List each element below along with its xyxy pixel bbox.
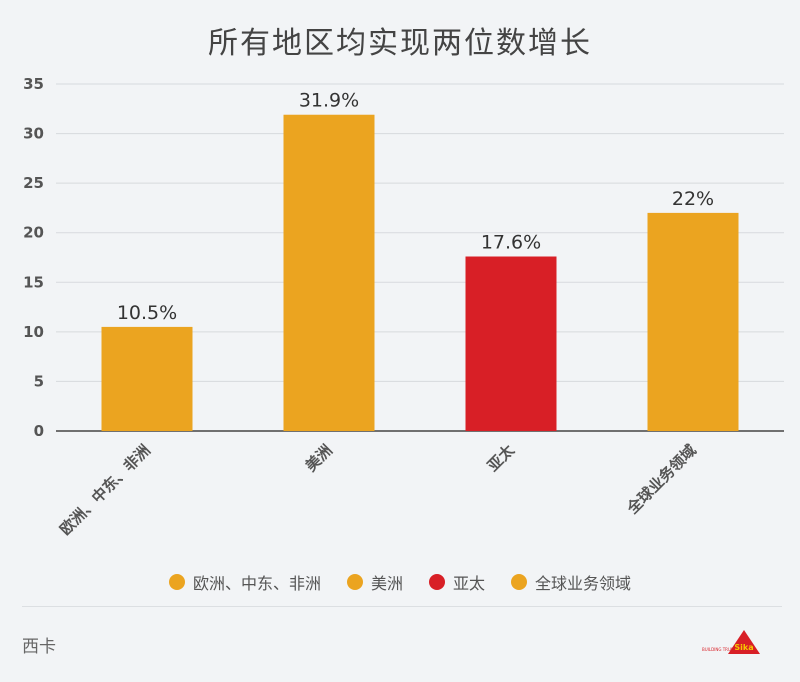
bar [101, 326, 193, 431]
data-label: 31.9% [299, 90, 359, 112]
y-tick-label: 20 [23, 224, 44, 242]
data-label: 10.5% [117, 302, 177, 324]
legend-item: 美洲 [346, 570, 403, 594]
legend-swatch [511, 574, 528, 590]
sika-logo: Sika BUILDING TRUST [702, 630, 760, 654]
footer-divider [22, 606, 782, 607]
legend-item: 全球业务领域 [511, 570, 631, 594]
svg-text:Sika: Sika [734, 643, 753, 652]
x-tick-label: 美洲 [302, 441, 336, 475]
legend-label: 美洲 [370, 574, 403, 593]
x-tick-label: 欧洲、中东、非洲 [56, 441, 154, 539]
legend-swatch [168, 574, 185, 590]
x-tick-label: 亚太 [484, 440, 519, 475]
chart-title: 所有地区均实现两位数增长 [208, 26, 592, 61]
legend-swatch [429, 574, 445, 590]
legend-item: 亚太 [429, 570, 485, 594]
data-label: 17.6% [481, 232, 541, 254]
bar [465, 256, 557, 431]
source-label: 西卡 [22, 637, 56, 657]
legend-label: 全球业务领域 [535, 574, 632, 593]
legend-label: 欧洲、中东、非洲 [192, 574, 321, 593]
y-tick-label: 5 [34, 372, 44, 390]
bar-chart: 0 5 10 15 20 25 30 35 10.5% 欧洲、中东、非洲 31.9% 美洲 17.6% 亚… [23, 75, 784, 539]
logo-triangle [728, 630, 760, 654]
bar [283, 114, 375, 431]
legend: 欧洲、中东、非洲 美洲 亚太 全球业务领域 [0, 570, 800, 594]
y-tick-label: 10 [23, 323, 44, 341]
legend-label: 亚太 [453, 574, 486, 593]
y-tick-label: 25 [23, 174, 44, 192]
data-label: 22% [672, 188, 714, 210]
y-tick-label: 30 [23, 125, 44, 143]
logo-tagline: BUILDING TRUST [702, 647, 736, 652]
bar [647, 212, 739, 431]
x-tick-label: 全球业务领域 [623, 441, 700, 518]
legend-swatch [346, 574, 363, 590]
y-tick-label: 35 [23, 75, 44, 93]
y-tick-label: 0 [34, 422, 44, 440]
legend-item: 欧洲、中东、非洲 [168, 570, 321, 594]
y-tick-label: 15 [23, 273, 44, 291]
